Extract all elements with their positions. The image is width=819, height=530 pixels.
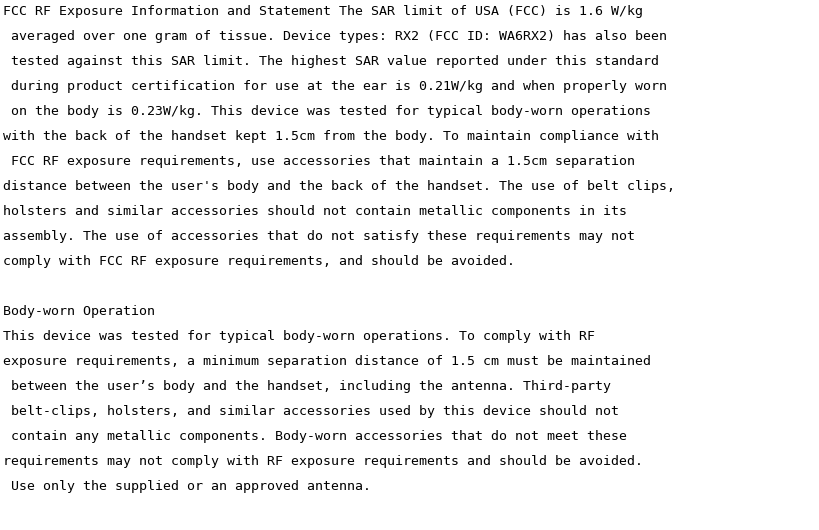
Text: FCC RF Exposure Information and Statement The SAR limit of USA (FCC) is 1.6 W/kg: FCC RF Exposure Information and Statemen… [3,5,642,18]
Text: between the user’s body and the handset, including the antenna. Third-party: between the user’s body and the handset,… [3,380,610,393]
Text: requirements may not comply with RF exposure requirements and should be avoided.: requirements may not comply with RF expo… [3,455,642,468]
Text: Body-worn Operation: Body-worn Operation [3,305,155,318]
Text: This device was tested for typical body-worn operations. To comply with RF: This device was tested for typical body-… [3,330,595,343]
Text: averaged over one gram of tissue. Device types: RX2 (FCC ID: WA6RX2) has also be: averaged over one gram of tissue. Device… [3,30,666,43]
Text: FCC RF exposure requirements, use accessories that maintain a 1.5cm separation: FCC RF exposure requirements, use access… [3,155,634,168]
Text: belt-clips, holsters, and similar accessories used by this device should not: belt-clips, holsters, and similar access… [3,405,618,418]
Text: holsters and similar accessories should not contain metallic components in its: holsters and similar accessories should … [3,205,627,218]
Text: contain any metallic components. Body-worn accessories that do not meet these: contain any metallic components. Body-wo… [3,430,627,443]
Text: tested against this SAR limit. The highest SAR value reported under this standar: tested against this SAR limit. The highe… [3,55,658,68]
Text: Use only the supplied or an approved antenna.: Use only the supplied or an approved ant… [3,480,370,493]
Text: distance between the user's body and the back of the handset. The use of belt cl: distance between the user's body and the… [3,180,674,193]
Text: exposure requirements, a minimum separation distance of 1.5 cm must be maintaine: exposure requirements, a minimum separat… [3,355,650,368]
Text: on the body is 0.23W/kg. This device was tested for typical body-worn operations: on the body is 0.23W/kg. This device was… [3,105,650,118]
Text: with the back of the handset kept 1.5cm from the body. To maintain compliance wi: with the back of the handset kept 1.5cm … [3,130,658,143]
Text: assembly. The use of accessories that do not satisfy these requirements may not: assembly. The use of accessories that do… [3,230,634,243]
Text: comply with FCC RF exposure requirements, and should be avoided.: comply with FCC RF exposure requirements… [3,255,514,268]
Text: during product certification for use at the ear is 0.21W/kg and when properly wo: during product certification for use at … [3,80,666,93]
